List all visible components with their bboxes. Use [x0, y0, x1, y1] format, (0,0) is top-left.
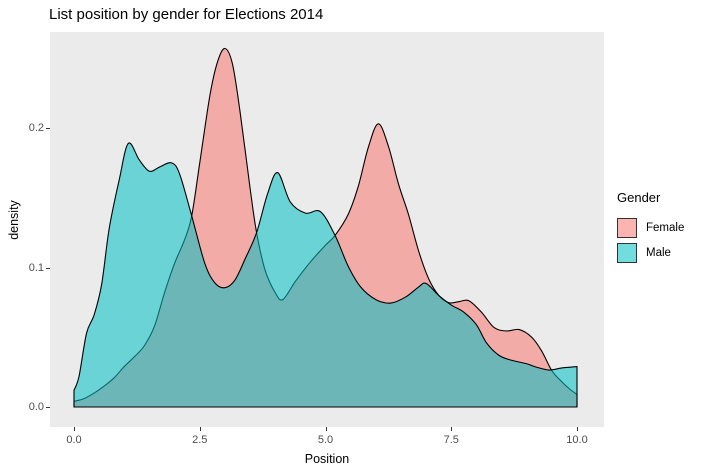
x-tick-mark: [199, 427, 201, 431]
x-tick-label: 5.0: [317, 434, 334, 446]
male-swatch-icon: [617, 242, 637, 263]
x-tick-label: 10.0: [566, 434, 588, 446]
legend: Gender Female Male: [617, 190, 684, 267]
x-tick-label: 7.5: [443, 434, 459, 446]
legend-title: Gender: [617, 190, 661, 205]
female-swatch-icon: [617, 217, 637, 238]
chart-title: List position by gender for Elections 20…: [49, 6, 324, 23]
x-tick-label: 0.0: [66, 434, 82, 446]
x-tick-mark: [451, 427, 453, 431]
legend-item-female: Female: [617, 217, 684, 238]
y-tick-mark: [46, 267, 50, 269]
x-tick-mark: [74, 427, 75, 431]
density-area-male: [73, 142, 578, 408]
x-tick-mark: [577, 427, 578, 431]
x-tick-mark: [325, 427, 327, 431]
legend-label-female: Female: [646, 221, 685, 234]
y-tick-mark: [46, 407, 50, 408]
plot-panel: [50, 32, 604, 427]
y-tick-label: 0.2: [28, 122, 44, 134]
y-axis-title: density: [7, 200, 21, 240]
y-tick-label: 0.1: [28, 261, 44, 274]
x-axis-title: Position: [304, 452, 350, 466]
y-tick-mark: [46, 128, 50, 129]
legend-label-male: Male: [646, 246, 671, 259]
legend-item-male: Male: [617, 242, 684, 263]
y-tick-label: 0.0: [28, 401, 44, 413]
x-tick-label: 2.5: [192, 434, 208, 446]
